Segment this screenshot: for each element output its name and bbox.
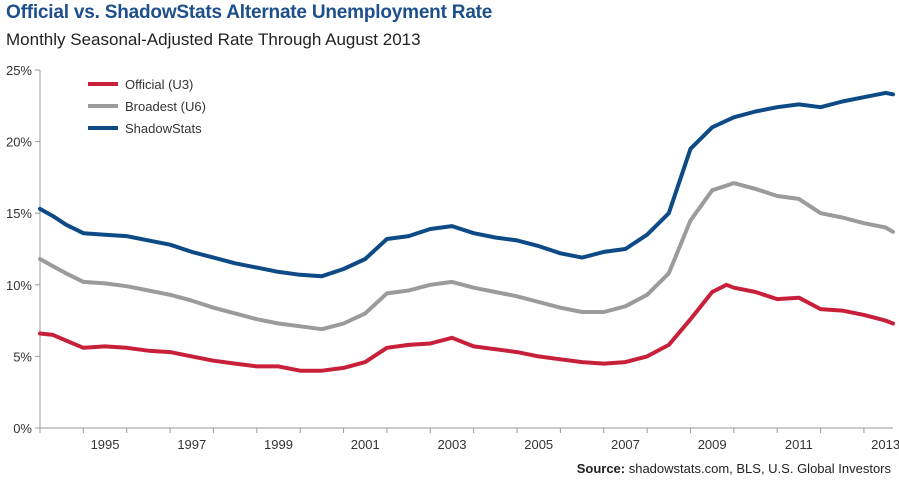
- x-tick-label: 2003: [438, 437, 467, 452]
- y-tick-label: 0%: [13, 421, 32, 436]
- y-tick-label: 15%: [6, 206, 32, 221]
- x-tick-label: 2011: [785, 437, 813, 452]
- chart-subtitle: Monthly Seasonal-Adjusted Rate Through A…: [6, 30, 421, 49]
- legend-item-broadest-label: Broadest (U6): [125, 99, 206, 114]
- shadowstats-series-line: [38, 90, 895, 279]
- official-series-line: [38, 282, 895, 373]
- y-tick-label: 10%: [6, 278, 32, 293]
- chart-title: Official vs. ShadowStats Alternate Unemp…: [6, 2, 493, 23]
- legend-item-official-label: Official (U3): [125, 77, 193, 92]
- x-tick-label: 1995: [91, 437, 120, 452]
- x-tick-label: 2005: [524, 437, 553, 452]
- x-tick-label: 1999: [264, 437, 293, 452]
- x-tick-label: 1997: [177, 437, 206, 452]
- y-tick-label: 25%: [6, 63, 32, 78]
- source-note: Source: shadowstats.com, BLS, U.S. Globa…: [577, 461, 891, 476]
- legend-item-shadowstats-label: ShadowStats: [125, 121, 202, 136]
- x-tick-label: 2001: [351, 437, 380, 452]
- source-label: Source:: [576, 461, 626, 476]
- broadest-series-line: [38, 181, 895, 332]
- y-tick-label: 20%: [6, 135, 32, 150]
- source-text: shadowstats.com, BLS, U.S. Global Invest…: [625, 461, 891, 476]
- x-tick-label: 2013: [871, 437, 899, 452]
- chart-axes: 0% 5% 10% 15% 20% 25% 1995 1997 1999 2001 2003 2005…: [6, 63, 899, 452]
- y-tick-label: 5%: [13, 349, 32, 364]
- x-tick-label: 2009: [698, 437, 727, 452]
- chart-series: [38, 90, 895, 373]
- chart-legend: Official (U3) Broadest (U6) ShadowStats: [88, 77, 206, 136]
- x-tick-label: 2007: [611, 437, 640, 452]
